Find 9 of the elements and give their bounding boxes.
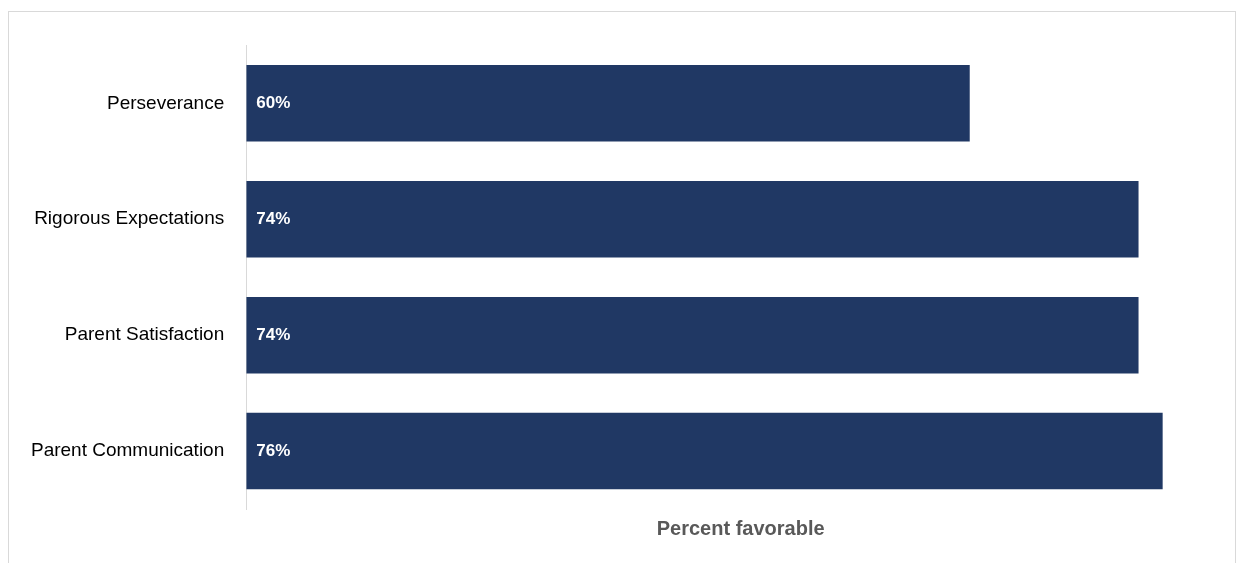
y-tick-label: Parent Communication — [30, 439, 225, 461]
data-label: 76% — [256, 440, 291, 460]
data-label: 74% — [256, 208, 291, 228]
data-label: 74% — [256, 324, 291, 344]
x-axis-title: Percent favorable — [656, 516, 825, 539]
y-tick-label: Perseverance — [107, 91, 225, 113]
data-label: 60% — [256, 93, 291, 113]
y-tick-label: Parent Satisfaction — [64, 323, 225, 345]
y-tick-label: Rigorous Expectations — [34, 207, 225, 229]
